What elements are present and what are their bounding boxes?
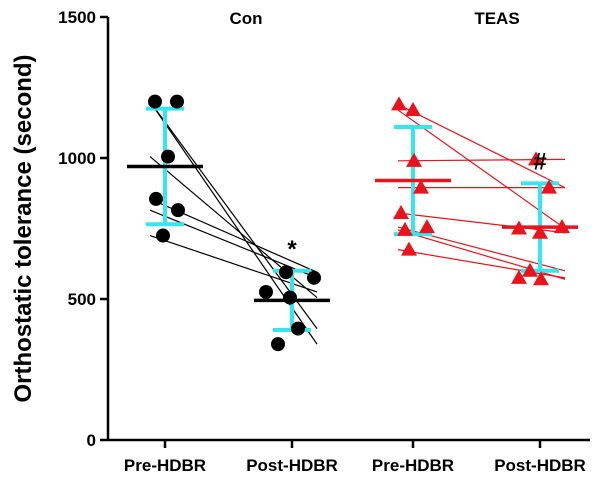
error-bars <box>127 106 578 333</box>
con-pre-point <box>156 228 170 243</box>
teas-significance-mark: # <box>533 148 546 175</box>
con-post-point <box>283 290 297 305</box>
con-pre-point <box>170 94 184 109</box>
teas-pre-point <box>419 219 435 234</box>
y-tick-label: 0 <box>87 431 96 450</box>
teas-pre-point <box>406 152 422 167</box>
con-pre-point <box>149 191 163 206</box>
teas-pre-point <box>391 96 407 111</box>
teas-pre-point <box>413 179 429 194</box>
con-post-point <box>259 284 273 299</box>
con-significance-mark: * <box>287 236 297 263</box>
y-tick-label: 1500 <box>58 8 96 27</box>
y-axis-title: Orthostatic tolerance (second) <box>10 54 37 402</box>
teas-post-point <box>511 220 527 235</box>
x-category-label: Pre-HDBR <box>372 456 454 475</box>
chart-labels: Orthostatic tolerance (second) Con TEAS * # <box>10 9 547 403</box>
x-category-label: Post-HDBR <box>494 456 586 475</box>
x-category-label: Post-HDBR <box>246 456 338 475</box>
con-post-point <box>291 321 305 336</box>
con-pre-point <box>148 94 162 109</box>
con-pre-point <box>161 149 175 164</box>
con-pre-point <box>171 203 185 218</box>
group-label: Con <box>229 9 262 28</box>
teas-post-point <box>533 271 549 286</box>
teas-post-point <box>532 224 548 239</box>
con-post-point <box>279 265 293 280</box>
teas-post-point <box>522 262 538 277</box>
data-points <box>148 94 570 352</box>
teas-pair-line <box>397 212 566 234</box>
axes: 0 500 1000 1500 Pre-HDBR Post-HDBR Pre-HDBR Pos… <box>58 8 590 475</box>
y-tick-label: 500 <box>68 290 96 309</box>
con-pair-line <box>149 234 318 293</box>
teas-pair-line <box>397 249 566 279</box>
teas-pre-point <box>401 241 417 256</box>
paired-lines <box>149 101 566 345</box>
con-post-point <box>307 270 321 285</box>
teas-pre-point <box>397 221 413 236</box>
teas-post-point <box>511 269 527 284</box>
teas-pre-point <box>405 102 421 117</box>
x-category-label: Pre-HDBR <box>124 456 206 475</box>
teas-pre-point <box>393 204 409 219</box>
teas-post-point <box>554 219 570 234</box>
teas-post-point <box>541 179 557 194</box>
group-label: TEAS <box>474 9 519 28</box>
teas-pair-line <box>397 109 566 229</box>
con-post-point <box>271 337 285 352</box>
y-tick-label: 1000 <box>58 149 96 168</box>
teas-pair-line <box>397 103 566 189</box>
teas-post-point <box>528 151 544 166</box>
